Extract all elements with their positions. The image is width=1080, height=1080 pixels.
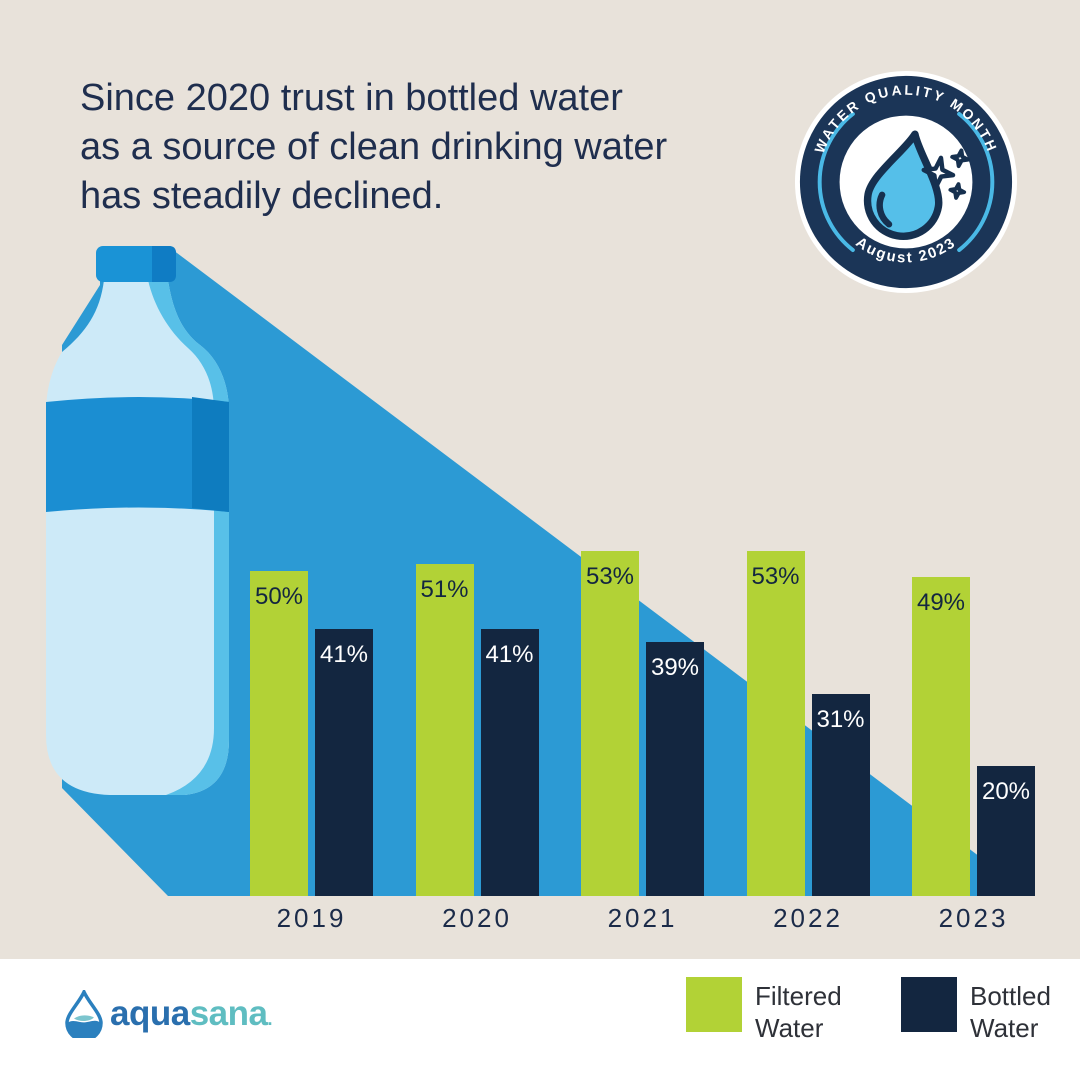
x-axis-label-2020: 2020 [442,903,512,933]
legend-swatch-filtered [686,977,742,1032]
badge-left-arc [817,112,855,252]
headline: Since 2020 trust in bottled water as a s… [80,74,667,221]
sparkle-icon-small [948,182,967,200]
aquasana-wordmark: aquasana. [110,994,272,1033]
x-axis-label-2021: 2021 [607,903,678,933]
legend-swatch-bottled [901,977,957,1032]
bar-value-label: 41% [319,641,369,668]
bar-filtered-2020: 51% [415,564,474,896]
bar-value-label: 20% [981,778,1031,805]
water-drop-icon [863,130,970,240]
headline-line-2: as a source of clean drinking water [80,126,668,168]
water-bottle-shading [148,280,229,795]
bar-value-label: 39% [650,654,700,681]
bar-value-label: 53% [585,563,635,590]
bar-filtered-2021: 53% [581,551,639,896]
bar-filtered-2023: 49% [912,577,970,896]
bar-value-label: 41% [485,641,534,668]
bar-bottled-2021: 39% [646,642,704,896]
x-axis-label-2023: 2023 [938,903,1009,933]
badge-right-arc [957,112,995,252]
bar-filtered-2022: 53% [746,551,805,896]
sparkle-icon [921,155,956,190]
legend-label-bottled: Bottled Water [970,981,1051,1043]
bar-bottled-2019: 41% [315,629,373,896]
x-axis-label-2022: 2022 [773,903,843,933]
bottle-cap-dark [152,246,176,282]
bar-value-label: 49% [916,589,966,616]
bar-filtered-2019: 50% [250,571,308,896]
bar-value-label: 31% [816,706,865,733]
headline-line-3: has steadily declined. [80,175,444,217]
x-axis-label-2019: 2019 [276,903,347,933]
bar-value-label: 50% [254,583,304,610]
bar-value-label: 53% [751,563,800,590]
aquasana-drop-icon [65,990,103,1038]
bar-bottled-2023: 20% [977,766,1035,896]
headline-line-1: Since 2020 trust in bottled water [80,77,623,119]
sparkle-icon-small [950,148,970,169]
legend-item-bottled: Bottled Water [901,977,1074,1044]
bar-value-label: 51% [420,576,469,603]
bottle-label-band-dark [192,397,229,512]
footer-bar: aquasana. Filtered Water Bottled Water [0,959,1080,1080]
water-quality-month-badge: WATER QUALITY MONTH August 2023 [794,70,1018,294]
legend-label-filtered: Filtered Water [755,981,842,1043]
legend-item-filtered: Filtered Water [686,977,859,1044]
aquasana-logo: aquasana. [64,990,272,1038]
bar-bottled-2022: 31% [811,694,870,896]
bottle-label-band [46,397,229,512]
bar-chart: 50% 41% 2019 51% 41% 2020 53% 39% 2021 53% 31% 2022… [250,551,1035,933]
bar-bottled-2020: 41% [480,629,539,896]
chart-legend: Filtered Water Bottled Water [686,977,1074,1044]
